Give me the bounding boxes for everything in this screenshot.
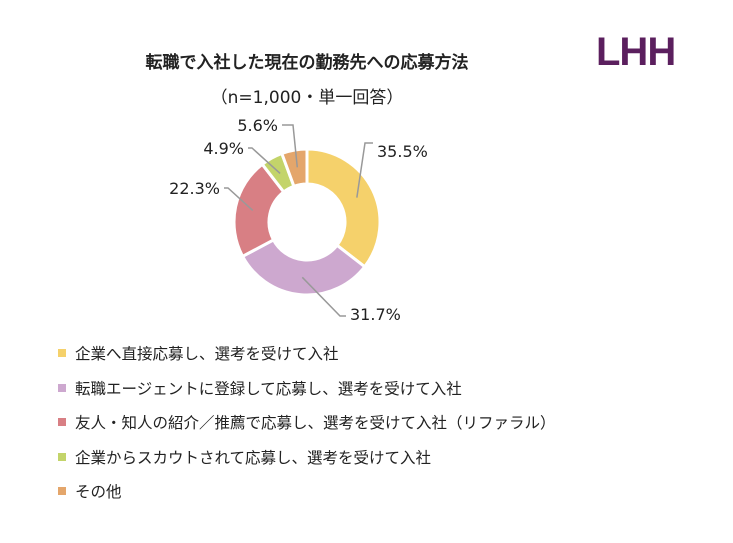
legend-label: 転職エージェントに登録して応募し、選考を受けて入社 [75,379,462,398]
legend-swatch [58,487,66,496]
legend-label: その他 [75,483,122,502]
leader-line [248,147,281,175]
data-label: 35.5% [377,142,428,161]
legend-item: 友人・知人の紹介／推薦で応募し、選考を受けて入社（リファラル） [58,405,556,440]
legend-swatch [58,383,66,392]
chart-title: 転職で入社した現在の勤務先への応募方法 [145,53,469,73]
legend-item: 企業からスカウトされて応募し、選考を受けて入社 [58,440,556,475]
legend-swatch [58,349,66,358]
legend: 企業へ直接応募し、選考を受けて入社転職エージェントに登録して応募し、選考を受けて… [58,336,556,509]
legend-item: その他 [58,474,556,509]
legend-label: 企業からスカウトされて応募し、選考を受けて入社 [75,448,432,467]
legend-label: 友人・知人の紹介／推薦で応募し、選考を受けて入社（リファラル） [75,414,556,433]
leader-line [356,142,373,198]
legend-swatch [58,452,66,461]
donut-slice [240,237,367,297]
legend-item: 企業へ直接応募し、選考を受けて入社 [58,336,556,371]
legend-label: 企業へ直接応募し、選考を受けて入社 [75,345,339,364]
data-label: 5.6% [237,116,278,135]
data-label: 22.3% [169,179,220,198]
donut-slice [279,147,309,189]
legend-item: 転職エージェントに登録して応募し、選考を受けて入社 [58,371,556,406]
leader-line [301,276,346,317]
leader-line [282,124,299,168]
legend-swatch [58,418,66,427]
data-label: 31.7% [350,305,401,324]
leader-line [224,187,254,211]
lhh-logo: LHH [596,30,676,74]
data-label: 4.9% [203,139,244,158]
donut-slice [305,147,382,269]
chart-subtitle: （n=1,000・単一回答） [210,88,404,108]
